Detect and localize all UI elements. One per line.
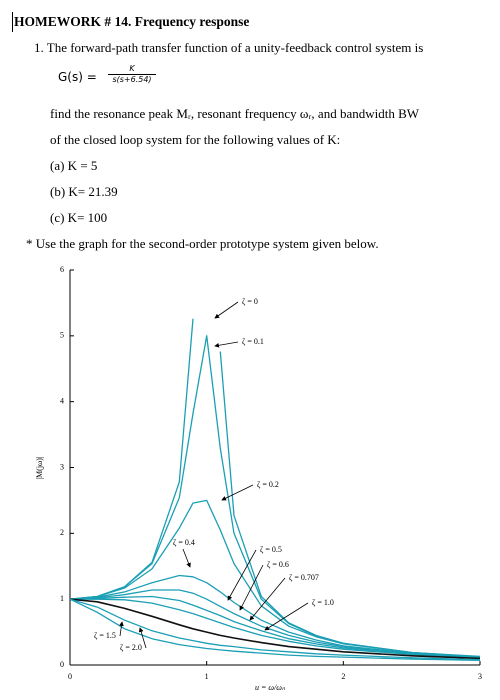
chart: u = ω/ωₙ |M(jω)| 0 1 2 3 4 5 6 0 1 2 3 ζ = 0 ζ = 0.1… bbox=[35, 265, 482, 692]
formula-lhs: G(s) = bbox=[58, 70, 97, 84]
y-tick-label: 6 bbox=[60, 265, 64, 274]
plot-area bbox=[70, 318, 481, 662]
curve bbox=[70, 598, 481, 659]
curve bbox=[70, 499, 481, 658]
curve-label: ζ = 0.1 bbox=[242, 337, 264, 346]
y-axis-label: |M(jω)| bbox=[35, 456, 44, 479]
y-tick-label: 5 bbox=[60, 331, 64, 340]
annotation-arrow bbox=[221, 484, 254, 501]
x-axis-label: u = ω/ωₙ bbox=[255, 683, 286, 692]
text-line: of the closed loop system for the follow… bbox=[50, 132, 341, 147]
curve bbox=[70, 589, 481, 658]
formula-numerator: K bbox=[108, 64, 156, 75]
curve-label: ζ = 2.0 bbox=[120, 643, 142, 652]
x-tick-label: 3 bbox=[478, 672, 482, 681]
y-tick-label: 1 bbox=[60, 594, 64, 603]
annotation-arrow bbox=[138, 627, 147, 649]
title: HOMEWORK # 14. Frequency response bbox=[14, 14, 250, 29]
case: (c) K= 100 bbox=[50, 210, 108, 225]
formula-fraction: K s(s+6.54) bbox=[108, 64, 156, 84]
y-tick-label: 4 bbox=[60, 396, 64, 405]
annotation-arrow bbox=[239, 564, 264, 611]
curve-label: ζ = 0.5 bbox=[260, 545, 282, 554]
problem-text: 1. The forward-path transfer function of… bbox=[34, 40, 424, 55]
curve bbox=[70, 595, 481, 659]
formula-denominator: s(s+6.54) bbox=[112, 75, 152, 84]
curve-label: ζ = 0.4 bbox=[173, 538, 195, 547]
curve bbox=[70, 574, 481, 658]
curve bbox=[70, 598, 481, 660]
x-tick-label: 1 bbox=[205, 672, 209, 681]
annotation-arrow bbox=[214, 341, 239, 348]
curve-label: ζ = 0.6 bbox=[267, 560, 289, 569]
curve-label: ζ = 1.5 bbox=[94, 631, 116, 640]
y-tick-label: 3 bbox=[60, 462, 64, 471]
curve bbox=[70, 598, 481, 661]
annotation-arrow bbox=[119, 621, 124, 637]
y-tick-label: 2 bbox=[60, 528, 64, 537]
annotation-arrow bbox=[182, 548, 191, 568]
annotation-arrow bbox=[249, 577, 286, 621]
curve bbox=[70, 598, 481, 662]
note: * Use the graph for the second-order pro… bbox=[26, 236, 379, 251]
case: (a) K = 5 bbox=[50, 158, 98, 173]
curve-label: ζ = 0.2 bbox=[257, 480, 279, 489]
y-tick-label: 0 bbox=[60, 660, 64, 669]
text-cursor bbox=[12, 12, 13, 32]
annotation-arrow bbox=[227, 549, 257, 601]
x-tick-label: 2 bbox=[341, 672, 345, 681]
curve-label: ζ = 0 bbox=[242, 297, 258, 306]
curve-label: ζ = 0.707 bbox=[289, 573, 319, 582]
x-tick-label: 0 bbox=[68, 672, 72, 681]
annotation-arrow bbox=[264, 602, 309, 631]
annotation-arrow bbox=[214, 301, 239, 319]
curve-label: ζ = 1.0 bbox=[312, 598, 334, 607]
text-line: find the resonance peak Mᵣ, resonant fre… bbox=[50, 106, 420, 121]
case: (b) K= 21.39 bbox=[50, 184, 118, 199]
